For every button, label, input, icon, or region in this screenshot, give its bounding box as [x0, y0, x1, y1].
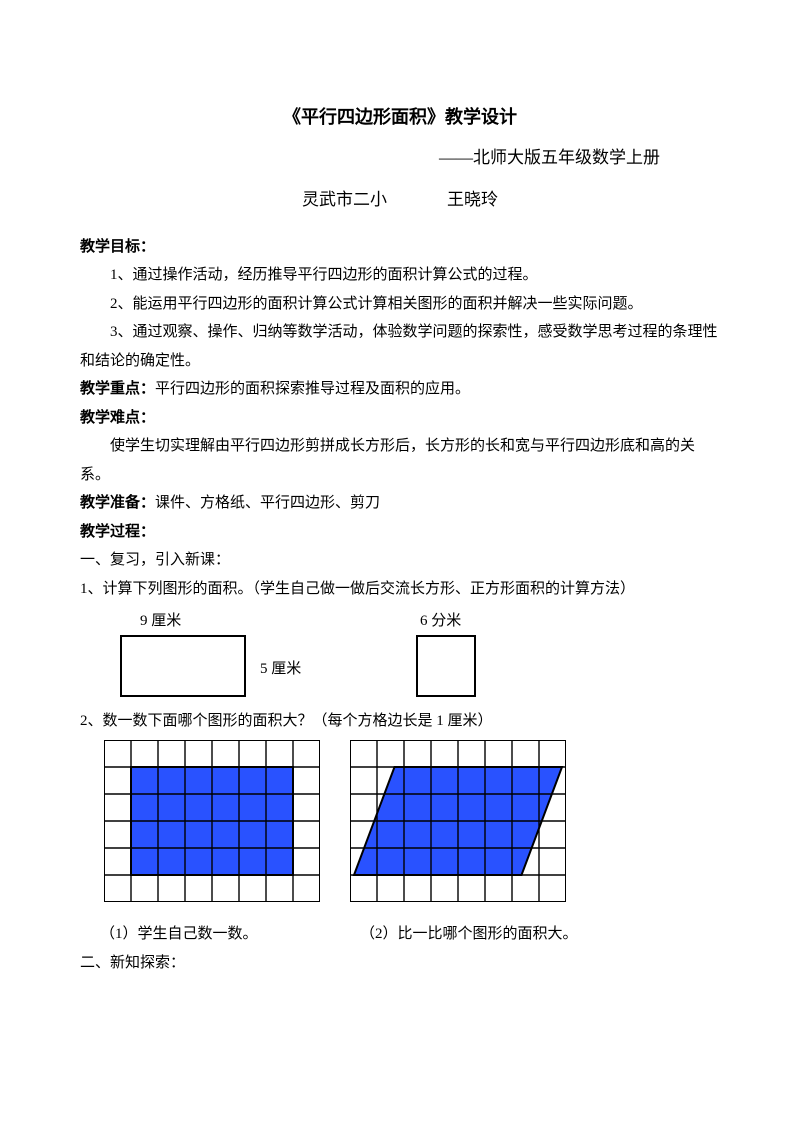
prep-text: 课件、方格纸、平行四边形、剪刀 — [155, 495, 380, 511]
figure-row-grids — [104, 740, 720, 913]
process-step-1: 一、复习，引入新课： — [80, 546, 720, 575]
captions: （1）学生自己数一数。 （2）比一比哪个图形的面积大。 — [100, 920, 720, 949]
rect2-label: 6 分米 — [420, 607, 461, 636]
label-prep: 教学准备： — [80, 495, 155, 511]
author-line: 灵武市二小 王晓玲 — [80, 184, 720, 216]
rectangle-1 — [120, 635, 246, 697]
label-difficulty: 教学难点： — [80, 410, 155, 426]
process-q1: 1、计算下列图形的面积。（学生自己做一做后交流长方形、正方形面积的计算方法） — [80, 575, 720, 604]
keypoint-text: 平行四边形的面积探索推导过程及面积的应用。 — [155, 381, 470, 397]
label-process: 教学过程： — [80, 524, 155, 540]
difficulty-text: 使学生切实理解由平行四边形剪拼成长方形后，长方形的长和宽与平行四边形底和高的关系… — [80, 432, 720, 489]
grid-rectangle — [104, 740, 320, 913]
rect1-width-label: 9 厘米 — [140, 607, 181, 636]
caption-1: （1）学生自己数一数。 — [100, 920, 360, 949]
label-keypoint: 教学重点： — [80, 381, 155, 397]
page-title: 《平行四边形面积》教学设计 — [80, 100, 720, 134]
process-step-2: 二、新知探索： — [80, 949, 720, 978]
school-name: 灵武市二小 — [302, 190, 387, 209]
square-1 — [416, 635, 476, 697]
teacher-name: 王晓玲 — [447, 190, 498, 209]
caption-2: （2）比一比哪个图形的面积大。 — [360, 920, 578, 949]
label-goals: 教学目标： — [80, 239, 155, 255]
process-q2: 2、数一数下面哪个图形的面积大？（每个方格边长是 1 厘米） — [80, 707, 720, 736]
goal-1: 1、通过操作活动，经历推导平行四边形的面积计算公式的过程。 — [80, 261, 720, 290]
page-subtitle: ——北师大版五年级数学上册 — [80, 142, 720, 174]
grid-parallelogram — [350, 740, 566, 913]
goal-3-a: 3、通过观察、操作、归纳等数学活动，体验数学问题的探索性，感受数学思考过程的条理… — [80, 318, 720, 375]
goal-2: 2、能运用平行四边形的面积计算公式计算相关图形的面积并解决一些实际问题。 — [80, 290, 720, 319]
rect1-height-label: 5 厘米 — [260, 655, 301, 684]
figure-row-rects: 9 厘米 6 分米 5 厘米 — [80, 607, 720, 707]
